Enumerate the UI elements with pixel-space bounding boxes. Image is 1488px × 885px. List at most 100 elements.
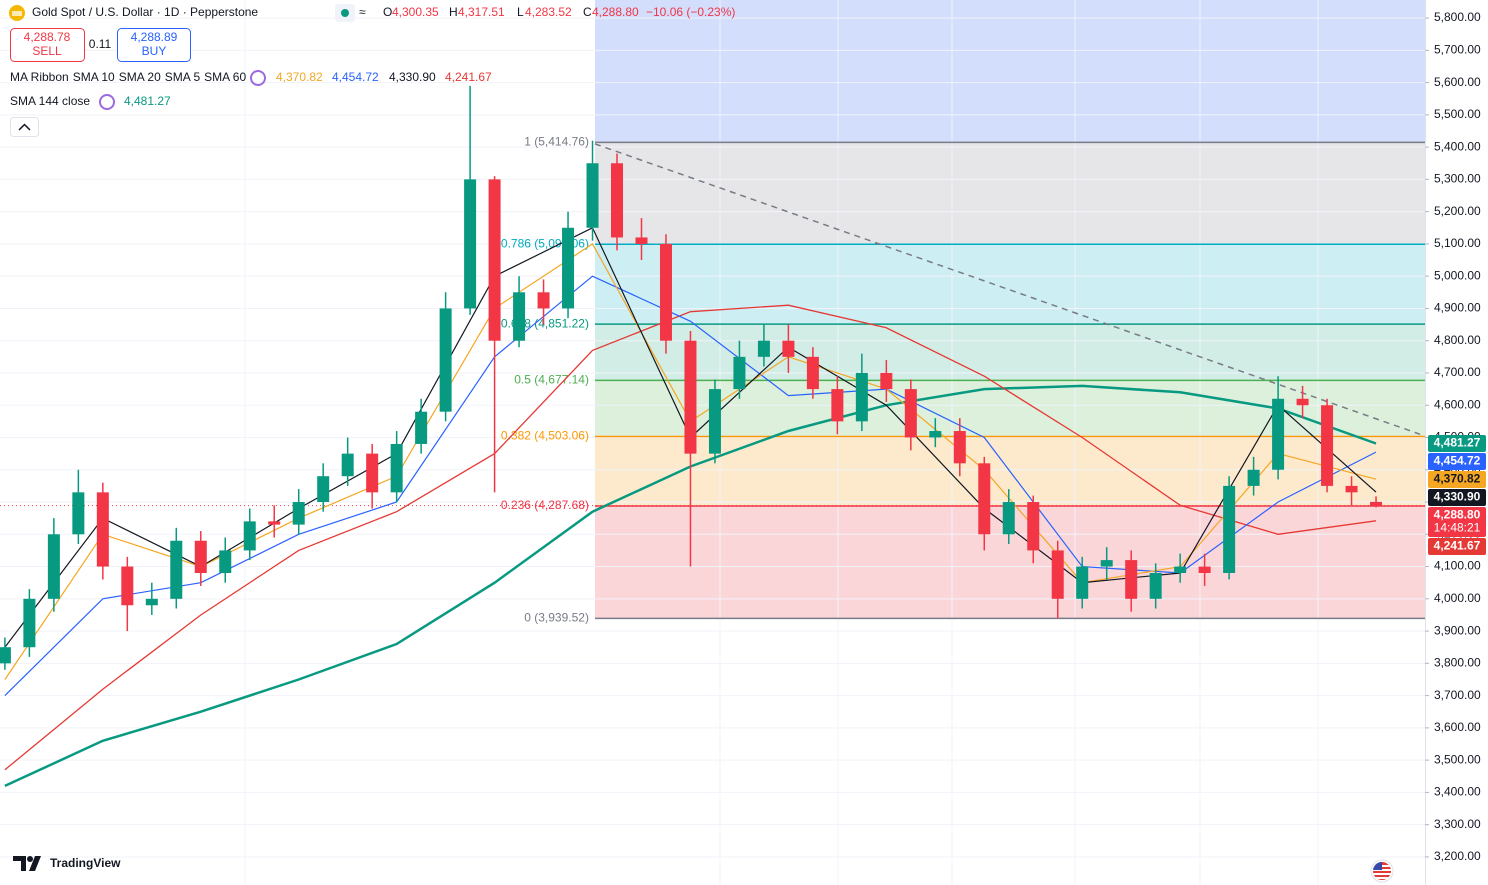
logo-dot <box>27 856 33 862</box>
y-tick-label: 5,400.00 <box>1434 139 1481 153</box>
candle-body <box>513 292 526 341</box>
candle-body <box>439 308 452 412</box>
sma144-label: SMA 144 close <box>10 94 90 108</box>
y-tick-label: 3,800.00 <box>1434 656 1481 670</box>
candle-body <box>72 492 85 535</box>
candle-body <box>1076 566 1089 599</box>
price-badge-label: 4,481.27 <box>1434 436 1481 450</box>
candle-body <box>194 540 207 574</box>
y-tick-label: 3,700.00 <box>1434 688 1481 702</box>
legend-entry: SMA 20 <box>119 70 161 84</box>
ohlc-low-value: 4,283.52 <box>525 5 572 19</box>
sma144-icon[interactable] <box>99 94 115 110</box>
candle-body <box>708 389 721 454</box>
y-tick-label: 3,300.00 <box>1434 817 1481 831</box>
ohlc-close-label: C <box>583 5 592 19</box>
candle-body <box>611 163 624 238</box>
candle-body <box>243 521 256 551</box>
price-badge-label: 4,370.82 <box>1434 472 1481 486</box>
y-tick-label: 4,700.00 <box>1434 365 1481 379</box>
candle-body <box>855 372 868 422</box>
candle-body <box>1345 485 1358 493</box>
candle-body <box>1321 405 1334 486</box>
candle-body <box>1272 398 1285 470</box>
y-tick-label: 4,100.00 <box>1434 559 1481 573</box>
candle-body <box>659 243 672 341</box>
price-badge <box>1428 538 1486 556</box>
legend-value: 4,454.72 <box>332 70 379 84</box>
candle-body <box>904 389 917 438</box>
y-tick-label: 5,300.00 <box>1434 172 1481 186</box>
ribbon-label: MA Ribbon SMA 10 SMA 20 SMA 5 SMA 60 <box>10 70 246 84</box>
candle-body <box>684 340 697 454</box>
flag-stripe <box>1373 873 1391 875</box>
ohlc-high-label: H <box>449 5 458 19</box>
candle-body <box>317 476 330 503</box>
y-tick-label: 3,400.00 <box>1434 785 1481 799</box>
candle-body <box>733 356 746 390</box>
candle-body <box>1247 469 1260 486</box>
candle-body <box>929 431 942 438</box>
candle-body <box>23 598 36 648</box>
fib-label: 0.5 (4,677.14) <box>514 373 589 387</box>
flag-canton <box>1373 862 1382 870</box>
candle-body <box>96 492 109 567</box>
legend-value: 4,241.67 <box>445 70 492 84</box>
fib-zone <box>594 324 1425 381</box>
candle-body <box>0 647 11 664</box>
candle-body <box>219 550 232 574</box>
candle-body <box>341 453 354 477</box>
ohlc-low-label: L <box>517 5 524 19</box>
candle-body <box>1149 573 1162 599</box>
y-tick-label: 4,000.00 <box>1434 591 1481 605</box>
candle-body <box>1174 566 1187 574</box>
candle-body <box>1296 398 1309 406</box>
candle-body <box>366 453 379 493</box>
fib-label: 0 (3,939.52) <box>524 611 589 625</box>
legend-value: 4,370.82 <box>276 70 323 84</box>
fib-zone <box>594 380 1425 437</box>
price-badge <box>1428 453 1486 471</box>
candle-body <box>806 356 819 390</box>
candle-body <box>1100 560 1113 567</box>
fib-zones <box>594 0 1425 619</box>
candle-body <box>635 237 648 244</box>
sell-price: 4,288.78 <box>24 30 71 44</box>
ma-line <box>4 304 1377 771</box>
legend-entry: SMA 5 <box>165 70 201 84</box>
y-tick-label: 5,700.00 <box>1434 43 1481 57</box>
sell-label: SELL <box>32 44 62 58</box>
ribbon-icon[interactable] <box>250 70 266 86</box>
price-badge-label: 4,330.90 <box>1434 490 1481 504</box>
buy-button[interactable] <box>117 28 191 62</box>
y-tick-label: 4,800.00 <box>1434 333 1481 347</box>
candle-body <box>488 179 501 341</box>
candle-body <box>1027 502 1040 551</box>
spread: 0.11 <box>89 37 112 51</box>
candle-body <box>47 534 60 599</box>
collapse-button[interactable] <box>10 117 39 137</box>
price-badge-label: 4,288.80 <box>1434 508 1481 522</box>
candle-body <box>268 521 281 525</box>
ohlc-high-value: 4,317.51 <box>458 5 505 19</box>
candle-body <box>586 163 599 228</box>
candle-body <box>170 540 183 599</box>
candle-body <box>292 502 305 525</box>
candle-body <box>1002 502 1015 535</box>
candle-body <box>464 179 477 309</box>
candle-body <box>415 411 428 444</box>
symbol-icon-bar <box>12 11 22 16</box>
ma-line <box>4 275 1377 697</box>
candle-body <box>782 340 795 357</box>
legend-value: 4,481.27 <box>124 94 171 108</box>
candle-body <box>1370 501 1383 506</box>
y-tick-label: 3,600.00 <box>1434 720 1481 734</box>
logo-text: TradingView <box>50 856 121 870</box>
fib-zone <box>594 244 1425 325</box>
price-badge-label: 14:48:21 <box>1434 521 1481 535</box>
candle-body <box>562 227 575 309</box>
candle-body <box>145 598 158 606</box>
y-tick-label: 5,200.00 <box>1434 204 1481 218</box>
sell-button[interactable] <box>10 28 85 62</box>
